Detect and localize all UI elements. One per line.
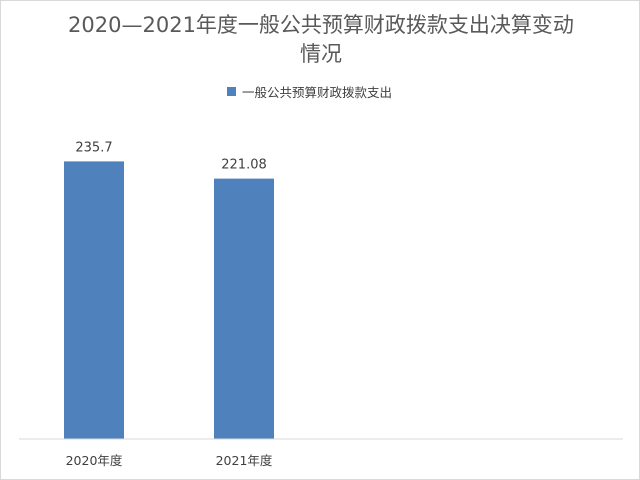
x-tick-label: 2021年度 bbox=[216, 453, 273, 468]
bar bbox=[64, 161, 124, 440]
legend-label: 一般公共预算财政拨款支出 bbox=[242, 84, 393, 100]
x-tick-label: 2020年度 bbox=[66, 453, 123, 468]
bar bbox=[214, 178, 274, 439]
data-label: 235.7 bbox=[75, 140, 112, 155]
legend: 一般公共预算财政拨款支出 bbox=[227, 83, 393, 100]
chart-title: 2020—2021年度一般公共预算财政拨款支出决算变动情况 bbox=[68, 13, 574, 66]
data-label: 221.08 bbox=[221, 158, 267, 173]
legend-swatch bbox=[227, 86, 236, 96]
